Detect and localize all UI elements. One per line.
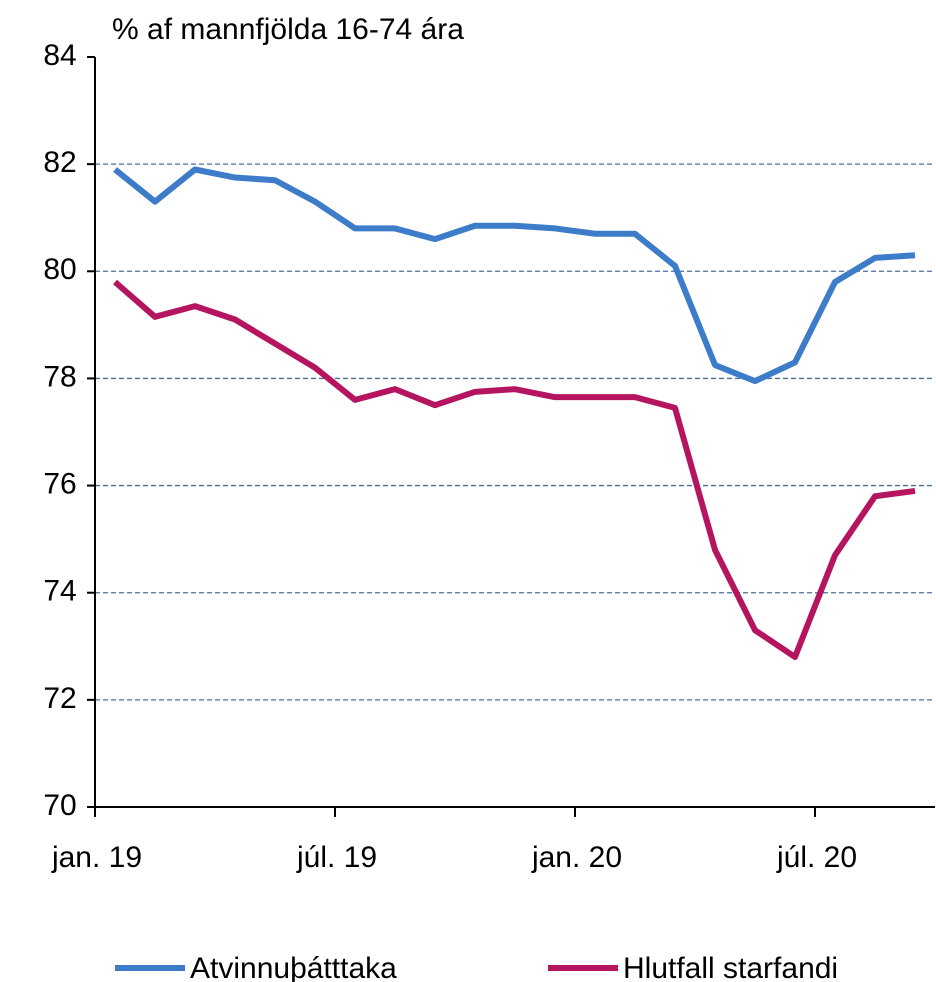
y-tick-label: 80 bbox=[43, 253, 76, 286]
y-tick-label: 72 bbox=[43, 682, 76, 715]
y-tick-label: 78 bbox=[43, 360, 76, 393]
x-tick-label: júl. 19 bbox=[296, 841, 377, 874]
series-line bbox=[113, 166, 916, 385]
x-tick-label: júl. 20 bbox=[776, 841, 857, 874]
y-tick-label: 82 bbox=[43, 146, 76, 179]
y-tick-label: 84 bbox=[43, 39, 76, 72]
y-tick-label: 70 bbox=[43, 789, 76, 822]
chart-title: % af mannfjölda 16-74 ára bbox=[112, 13, 464, 46]
y-tick-label: 74 bbox=[43, 575, 76, 608]
legend-label: Hlutfall starfandi bbox=[623, 952, 838, 982]
y-tick-label: 76 bbox=[43, 467, 76, 500]
series-line bbox=[113, 279, 916, 660]
legend-label: Atvinnuþátttaka bbox=[190, 952, 397, 982]
x-tick-label: jan. 20 bbox=[531, 841, 622, 874]
x-tick-label: jan. 19 bbox=[51, 841, 142, 874]
